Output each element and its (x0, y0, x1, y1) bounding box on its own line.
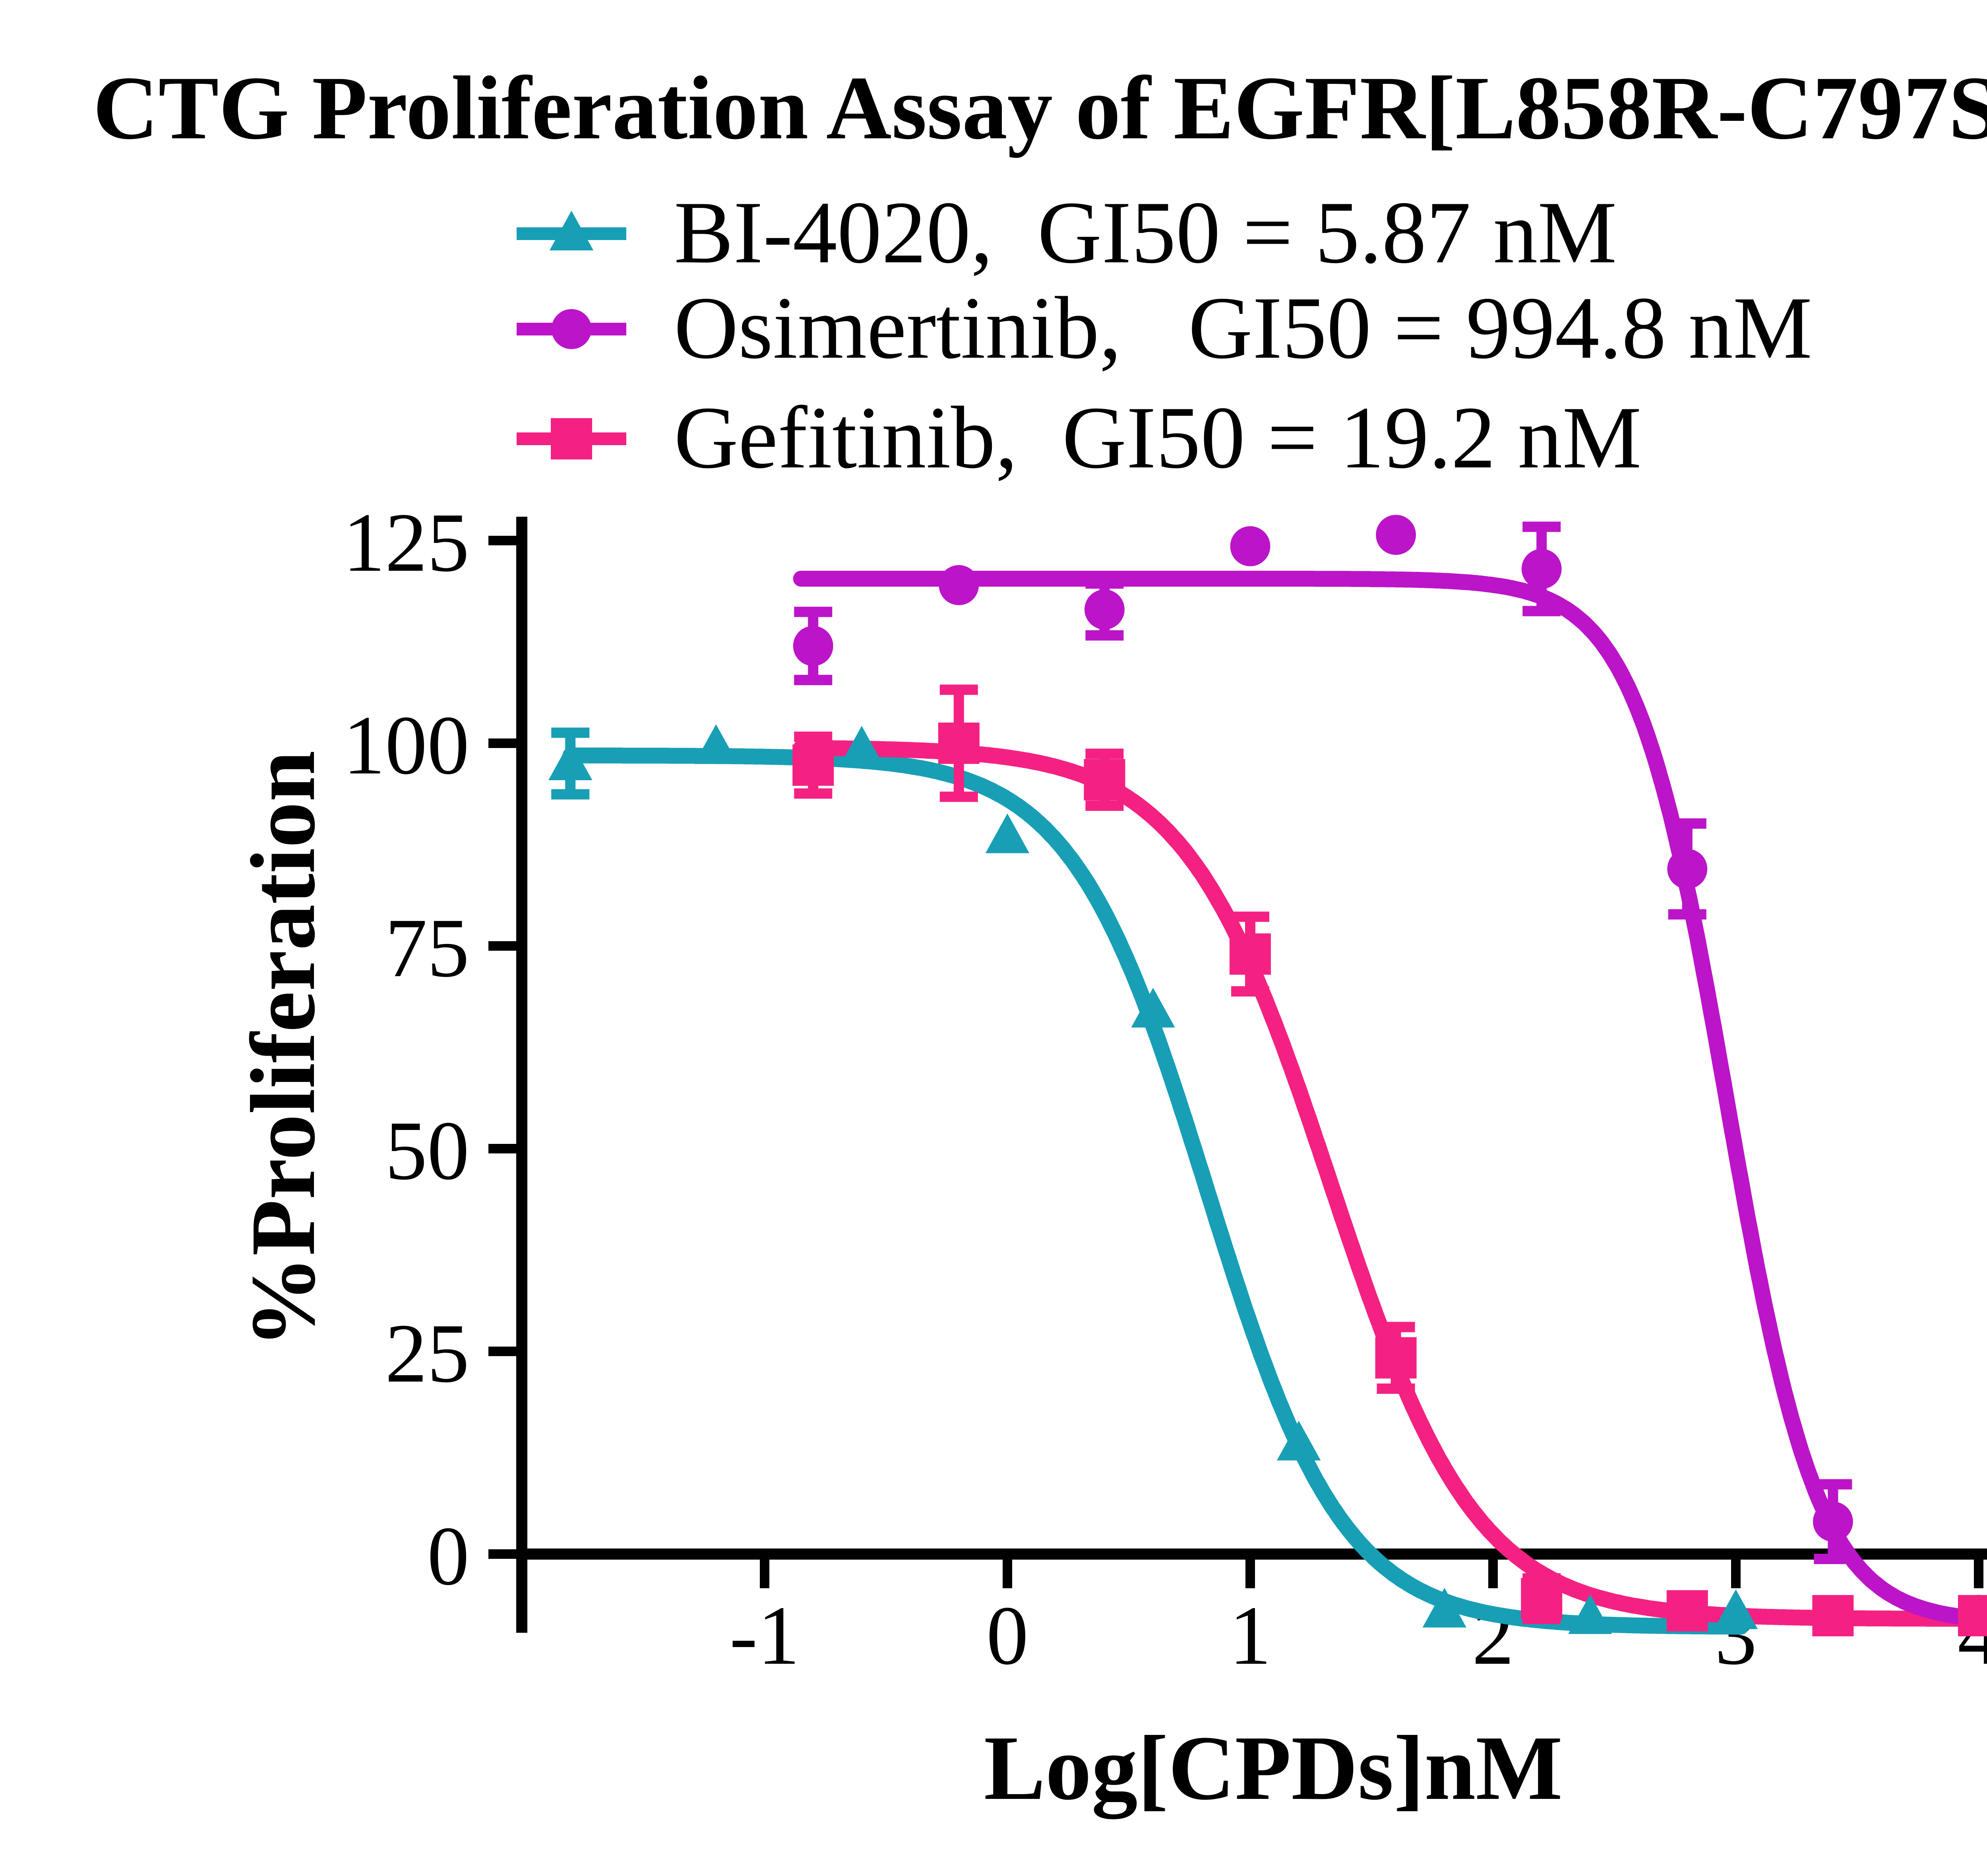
fitted-curves (562, 571, 1987, 1635)
osimertinib-marker (1667, 849, 1708, 889)
x-tick-label: 0 (986, 1589, 1028, 1682)
osimertinib-marker (1085, 589, 1125, 630)
legend-circle (551, 309, 592, 349)
gefitinib-marker (1375, 1337, 1417, 1379)
osimertinib-marker (1813, 1502, 1853, 1542)
osimertinib-marker (793, 626, 833, 666)
legend-label-osimertinib: Osimertinib, GI50 = 994.8 nM (674, 280, 1812, 378)
series-gefitinib (792, 684, 1987, 1637)
series-bi-4020 (548, 724, 1758, 1634)
gefitinib-marker (938, 723, 980, 764)
y-tick-label: 125 (343, 496, 469, 589)
tick-marks (488, 536, 1983, 1588)
osimertinib-marker (1230, 526, 1270, 566)
gefitinib-marker (1666, 1590, 1708, 1632)
y-tick-label: 0 (427, 1509, 469, 1603)
x-axis-title: Log[CPDs]nM (984, 1716, 1563, 1820)
osimertinib-marker (1521, 549, 1562, 589)
legend-square (551, 418, 592, 459)
bi-4020-marker (1714, 1589, 1758, 1629)
chart-title: CTG Proliferation Assay of EGFR[L858R-C7… (93, 59, 1987, 159)
bi-4020-marker (1422, 1587, 1466, 1628)
osimertinib-marker (939, 565, 979, 605)
axes (516, 517, 1987, 1633)
legend-item-gefitinib: Gefitinib, GI50 = 19.2 nM (517, 390, 1642, 488)
legend-label-bi4020: BI-4020, GI50 = 5.87 nM (674, 184, 1617, 283)
gefitinib-marker (792, 744, 834, 786)
x-tick-label: 1 (1229, 1589, 1271, 1682)
gefitinib-marker (1230, 933, 1271, 975)
gefitinib-marker (1958, 1595, 1987, 1637)
osimertinib-marker (1376, 515, 1416, 555)
bi-4020-marker (840, 726, 884, 766)
legend-marker-circle-icon (517, 309, 626, 349)
bi-4020-marker (1568, 1594, 1612, 1634)
legend-marker-triangle-icon (517, 211, 626, 250)
curve-osimertinib (793, 571, 1979, 1626)
y-tick-label: 100 (343, 698, 469, 792)
series-osimertinib (793, 515, 1987, 1635)
bi-4020-marker (985, 813, 1030, 853)
x-tick-label: -1 (730, 1589, 800, 1682)
legend-item-osimertinib: Osimertinib, GI50 = 994.8 nM (517, 280, 1812, 378)
bi-4020-marker (1131, 988, 1175, 1028)
legend-triangle (549, 211, 594, 250)
curve-bi-4020 (562, 747, 1749, 1635)
gefitinib-marker (1812, 1595, 1854, 1637)
gefitinib-marker (1084, 759, 1125, 800)
gefitinib-marker (1521, 1578, 1563, 1620)
y-tick-label: 50 (385, 1104, 469, 1197)
y-axis-title: %Proliferation (231, 750, 335, 1348)
legend-label-gefitinib: Gefitinib, GI50 = 19.2 nM (674, 390, 1642, 488)
x-tick-label: 2 (1472, 1589, 1514, 1682)
y-tick-label: 25 (385, 1306, 469, 1400)
legend-item-bi4020: BI-4020, GI50 = 5.87 nM (517, 184, 1617, 283)
bi-4020-marker (1277, 1421, 1321, 1461)
bi-4020-marker (548, 740, 593, 780)
bi-4020-marker (694, 724, 738, 764)
y-tick-label: 75 (385, 901, 469, 994)
legend-marker-square-icon (517, 418, 626, 459)
